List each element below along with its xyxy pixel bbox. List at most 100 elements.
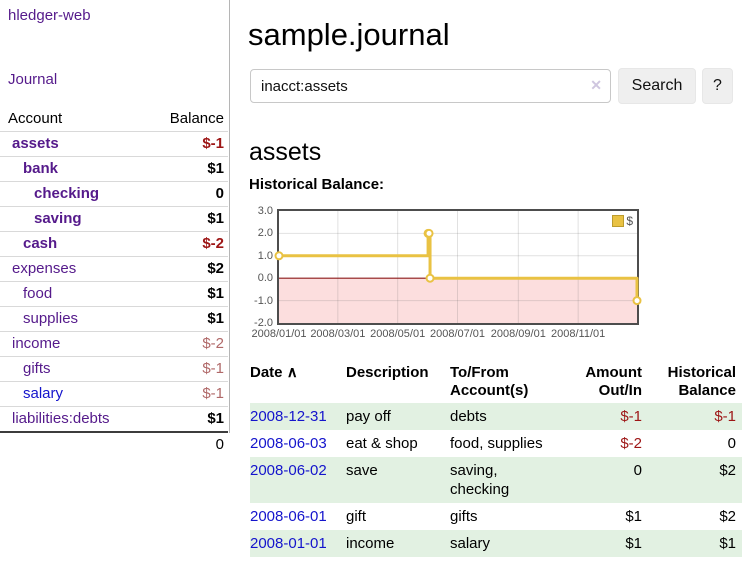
account-row: salary $-1 — [0, 381, 228, 407]
accounts-total-value: 0 — [142, 431, 228, 457]
x-axis-label: 2008/05/01 — [370, 328, 426, 340]
date-link[interactable]: 2008-01-01 — [250, 535, 327, 552]
accounts-header-account: Account — [8, 110, 63, 127]
description-cell: eat & shop — [346, 435, 418, 452]
y-axis-label: -1.0 — [254, 294, 273, 307]
accounts-header-balance: Balance — [169, 110, 224, 127]
balance-cell: $2 — [719, 508, 736, 525]
legend-label: $ — [626, 214, 633, 228]
page-title: sample.journal — [248, 16, 450, 52]
accounts-total-row: 0 — [0, 431, 228, 457]
account-balance: $2 — [142, 256, 228, 282]
register-header-accounts: To/From Account(s) — [450, 364, 529, 399]
account-row: gifts $-1 — [0, 356, 228, 382]
account-link[interactable]: assets — [12, 135, 59, 152]
account-name-cell: bank — [0, 156, 143, 182]
account-balance: $1 — [142, 206, 228, 232]
date-link[interactable]: 2008-06-02 — [250, 462, 327, 479]
account-link[interactable]: bank — [23, 160, 59, 177]
register-row[interactable]: 2008-01-01 income salary $1 $1 — [250, 530, 742, 557]
historical-balance-chart: $ 3.0 2.0 1.0 0.0 -1.0 -2.0 2008/01/01 2008/03/… — [248, 205, 742, 345]
data-point-marker — [274, 251, 284, 261]
search-button[interactable]: Search — [618, 68, 696, 104]
search-input[interactable] — [250, 69, 611, 103]
register-header-balance: Historical Balance — [667, 364, 736, 399]
account-link[interactable]: income — [12, 335, 61, 352]
data-point-marker — [425, 273, 435, 283]
y-axis-label: 1.0 — [257, 249, 273, 262]
sort-asc-icon[interactable]: ∧ — [286, 364, 298, 381]
y-axis-label: 0.0 — [257, 272, 273, 285]
account-balance: $-1 — [142, 131, 228, 157]
account-link[interactable]: saving — [34, 210, 82, 227]
account-balance: $1 — [142, 406, 228, 432]
date-link[interactable]: 2008-06-01 — [250, 508, 327, 525]
y-axis-label: 3.0 — [257, 205, 273, 217]
x-axis-label: 2008/11/01 — [551, 328, 606, 340]
account-balance: 0 — [142, 181, 228, 207]
data-point-marker — [424, 228, 434, 238]
x-axis-label: 2008/09/01 — [490, 328, 546, 340]
balance-cell: 0 — [727, 435, 736, 452]
account-balance: $-2 — [142, 231, 228, 257]
account-name-cell: expenses — [0, 256, 143, 282]
register-header-date[interactable]: Date ∧ — [250, 364, 298, 381]
account-name-cell: liabilities:debts — [0, 406, 143, 432]
account-link[interactable]: expenses — [12, 260, 77, 277]
account-name-cell: gifts — [0, 356, 143, 382]
account-name-cell: cash — [0, 231, 143, 257]
account-row: checking 0 — [0, 181, 228, 207]
balance-chart-svg — [274, 211, 642, 323]
register-header-amount: Amount Out/In — [585, 364, 642, 399]
x-axis-label: 2008/01/01 — [251, 328, 307, 340]
date-cell: 2008-06-01 — [250, 503, 346, 530]
date-link[interactable]: 2008-12-31 — [250, 408, 327, 425]
main-content: sample.journal ✕ Search ? assets Histori… — [248, 0, 742, 582]
date-cell: 2008-12-31 — [250, 403, 346, 430]
account-name-cell: food — [0, 281, 143, 307]
account-link[interactable]: food — [23, 285, 53, 302]
account-balance: $-1 — [142, 356, 228, 382]
description-cell: income — [346, 535, 395, 552]
account-link[interactable]: supplies — [23, 310, 79, 327]
description-cell: save — [346, 462, 378, 479]
register-header-description: Description — [346, 364, 429, 381]
date-cell: 2008-01-01 — [250, 530, 346, 557]
account-link[interactable]: liabilities:debts — [12, 410, 110, 427]
help-button[interactable]: ? — [702, 68, 733, 104]
account-link[interactable]: salary — [23, 385, 64, 402]
account-name-cell: checking — [0, 181, 143, 207]
accounts-total-spacer — [0, 431, 143, 457]
date-link[interactable]: 2008-06-03 — [250, 435, 327, 452]
account-balance: $-1 — [142, 381, 228, 407]
amount-cell: $1 — [625, 508, 642, 525]
sidebar-item-journal[interactable]: Journal — [8, 71, 58, 88]
register-row[interactable]: 2008-06-02 save saving, checking 0 $2 — [250, 457, 742, 503]
account-row: cash $-2 — [0, 231, 228, 257]
account-link[interactable]: gifts — [23, 360, 51, 377]
clear-search-icon[interactable]: ✕ — [590, 77, 602, 93]
register-row[interactable]: 2008-06-03 eat & shop food, supplies $-2 0 — [250, 430, 742, 457]
search-box: ✕ — [250, 69, 611, 103]
amount-cell: $-1 — [620, 408, 642, 425]
account-balance: $1 — [142, 306, 228, 332]
chart-legend: $ — [610, 213, 635, 229]
register-row[interactable]: 2008-06-01 gift gifts $1 $2 — [250, 503, 742, 530]
y-axis-label: 2.0 — [257, 227, 273, 240]
app-title-link[interactable]: hledger-web — [8, 7, 91, 24]
x-axis-label: 2008/07/01 — [429, 328, 486, 340]
account-link[interactable]: checking — [34, 185, 100, 202]
register-row[interactable]: 2008-12-31 pay off debts $-1 $-1 — [250, 403, 742, 430]
legend-swatch-icon — [612, 215, 625, 227]
register-table: Date ∧ Description To/From Account(s) Am… — [250, 362, 742, 557]
amount-cell: $-2 — [620, 435, 642, 452]
account-row: saving $1 — [0, 206, 228, 232]
accounts-cell: saving, checking — [450, 462, 510, 498]
account-link[interactable]: cash — [23, 235, 58, 252]
balance-cell: $2 — [719, 462, 736, 479]
accounts-cell: food, supplies — [450, 435, 543, 452]
y-axis-label: -2.0 — [254, 317, 273, 329]
account-name-cell: salary — [0, 381, 143, 407]
chart-plot-area: $ — [274, 209, 642, 325]
accounts-cell: gifts — [450, 508, 478, 525]
